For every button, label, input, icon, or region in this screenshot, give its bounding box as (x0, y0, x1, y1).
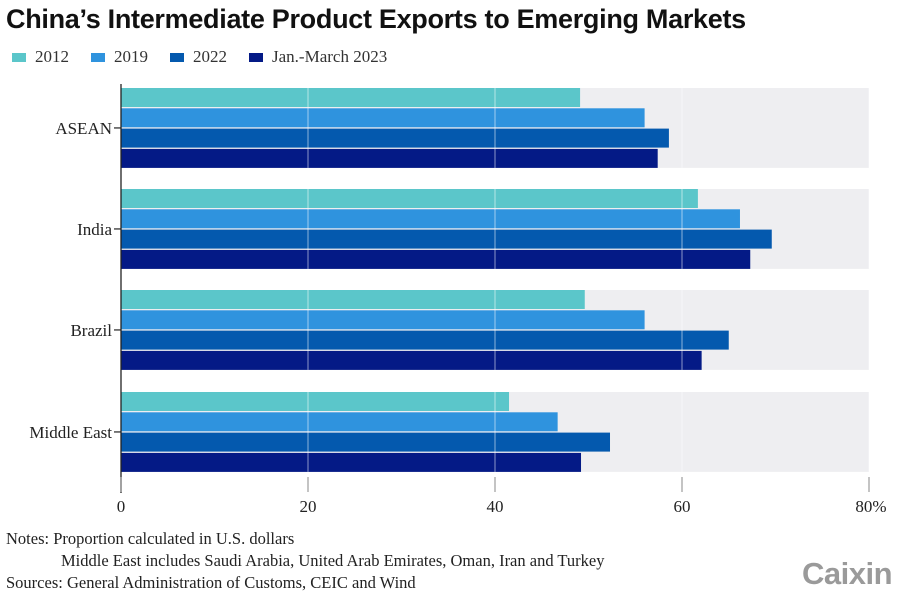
legend: 2012 2019 2022 Jan.-March 2023 (12, 47, 409, 67)
caixin-logo: Caixin (801, 556, 893, 591)
bar-asean-2019 (121, 108, 645, 128)
bar-brazil-2012 (121, 290, 585, 309)
bar-asean-2022 (121, 128, 669, 148)
bar-india-2022 (121, 229, 772, 249)
category-label: ASEAN (55, 119, 112, 138)
legend-label-2023q1: Jan.-March 2023 (272, 47, 388, 66)
bar-india-jan-march-2023 (121, 249, 751, 269)
axes (114, 84, 870, 493)
bar-india-2019 (121, 209, 740, 229)
category-label: Middle East (29, 423, 112, 442)
legend-label-2019: 2019 (114, 47, 148, 66)
legend-swatch-2019 (91, 52, 105, 62)
x-tick-label: 0 (117, 497, 126, 516)
bar-middle-east-2022 (121, 432, 611, 452)
category-label: India (77, 220, 112, 239)
bar-brazil-jan-march-2023 (121, 350, 702, 370)
x-tick-label: 80% (855, 497, 886, 516)
legend-swatch-2023q1 (249, 52, 263, 62)
legend-swatch-2012 (12, 52, 26, 62)
bar-asean-jan-march-2023 (121, 148, 658, 168)
notes: Notes: Proportion calculated in U.S. dol… (6, 528, 604, 594)
sources-line: Sources: General Administration of Custo… (6, 573, 416, 592)
bar-chart: ASEAN India Brazil Middle East 0 20 40 60 80% (29, 84, 887, 516)
bar-middle-east-jan-march-2023 (121, 452, 582, 472)
bar-brazil-2022 (121, 330, 729, 350)
legend-item-2012: 2012 (12, 47, 69, 67)
x-tick-label: 40 (487, 497, 504, 516)
legend-item-2022: 2022 (170, 47, 227, 67)
chart-title: China’s Intermediate Product Exports to … (6, 4, 746, 34)
legend-swatch-2022 (170, 52, 184, 62)
note-line-2: Middle East includes Saudi Arabia, Unite… (61, 551, 605, 570)
bar-middle-east-2019 (121, 412, 558, 432)
legend-item-2019: 2019 (91, 47, 148, 67)
bar-asean-2012 (121, 88, 581, 107)
gridlines (307, 88, 870, 472)
legend-item-2023q1: Jan.-March 2023 (249, 47, 387, 67)
bars (121, 88, 772, 472)
category-label: Brazil (70, 321, 112, 340)
note-line-1: Notes: Proportion calculated in U.S. dol… (6, 529, 295, 548)
x-tick-label: 20 (300, 497, 317, 516)
axis-labels: ASEAN India Brazil Middle East 0 20 40 60 80% (29, 119, 886, 516)
bar-middle-east-2012 (121, 392, 510, 411)
x-tick-label: 60 (674, 497, 691, 516)
bar-brazil-2019 (121, 310, 645, 330)
bar-india-2012 (121, 189, 698, 208)
legend-label-2012: 2012 (35, 47, 69, 66)
legend-label-2022: 2022 (193, 47, 227, 66)
